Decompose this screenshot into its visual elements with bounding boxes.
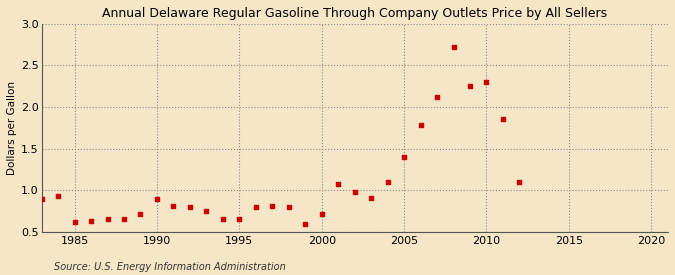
Point [184,205,195,210]
Point [399,155,410,159]
Point [135,211,146,216]
Point [267,204,277,208]
Point [201,208,212,213]
Point [366,196,377,200]
Point [36,197,47,201]
Point [86,219,97,223]
Point [234,217,245,221]
Point [333,182,344,186]
Point [514,180,525,184]
Title: Annual Delaware Regular Gasoline Through Company Outlets Price by All Sellers: Annual Delaware Regular Gasoline Through… [102,7,608,20]
Point [119,216,130,221]
Point [102,217,113,222]
Point [284,204,294,209]
Point [300,222,310,226]
Point [415,122,426,127]
Point [481,80,492,84]
Point [317,212,327,216]
Point [349,190,360,194]
Point [497,117,508,121]
Y-axis label: Dollars per Gallon: Dollars per Gallon [7,81,17,175]
Point [217,216,228,221]
Point [53,194,63,198]
Point [250,205,261,210]
Point [448,45,459,50]
Point [70,220,80,224]
Point [152,197,163,201]
Point [382,180,393,184]
Point [431,95,442,99]
Point [464,84,475,89]
Text: Source: U.S. Energy Information Administration: Source: U.S. Energy Information Administ… [54,262,286,272]
Point [168,204,179,208]
